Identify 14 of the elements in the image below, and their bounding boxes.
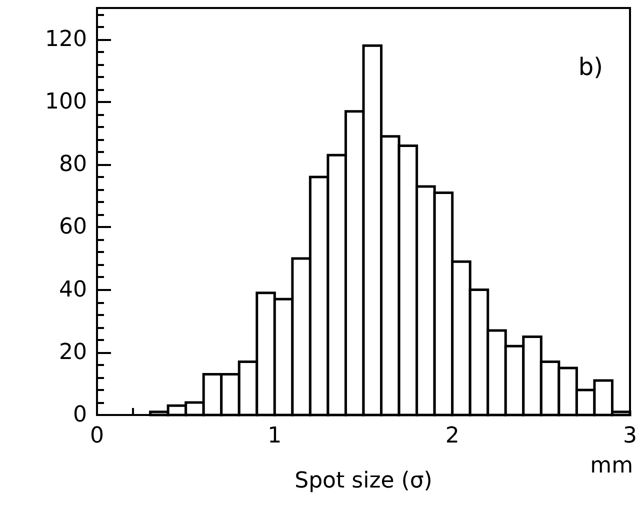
text: mm: [590, 454, 634, 478]
y-tick-label: 100: [45, 89, 87, 114]
y-tick-label: 0: [73, 402, 87, 428]
x-tick-label: 3: [623, 424, 637, 448]
x-tick-label: 2: [445, 424, 460, 448]
y-tick-label: 20: [59, 340, 87, 365]
x-tick-label: 0: [90, 424, 104, 448]
y-tick-label: 60: [59, 214, 87, 240]
x-tick-label: 1: [268, 424, 282, 448]
y-tick-label: 80: [59, 152, 87, 178]
y-tick-label: 40: [59, 277, 87, 302]
y-tick-label: 120: [45, 26, 87, 52]
annotation: b): [578, 53, 604, 81]
x-axis-title: Spot size (σ): [294, 468, 432, 494]
